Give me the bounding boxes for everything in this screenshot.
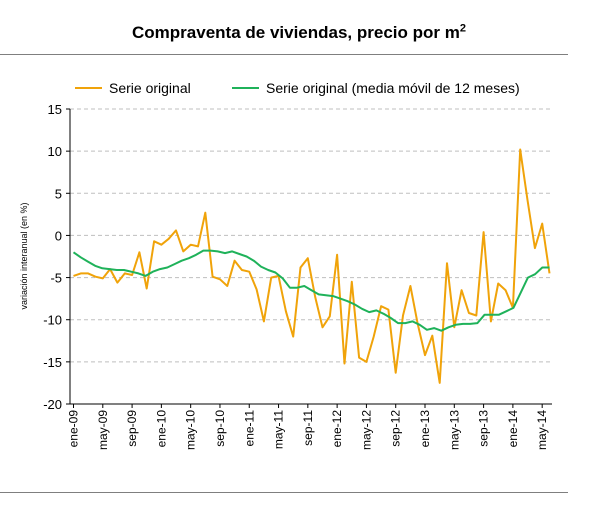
x-tick-label: may-09: [96, 410, 110, 450]
x-tick-label: ene-09: [67, 410, 81, 448]
y-axis-label: variación interanual (en %): [19, 202, 29, 309]
series-line-moving-average: [72, 249, 550, 332]
x-tick-label: may-14: [535, 410, 549, 450]
series-group: [72, 148, 551, 384]
x-tick-label: sep-10: [213, 410, 227, 447]
gridlines: [70, 108, 552, 363]
series-line-original: [73, 148, 551, 384]
chart-title-text: Compraventa de viviendas, precio por m: [132, 22, 460, 42]
y-tick-label: -10: [43, 313, 62, 328]
x-tick-label: ene-10: [154, 410, 168, 448]
chart-title-superscript: 2: [459, 22, 466, 34]
x-tick-label: sep-09: [125, 410, 139, 447]
x-axis: ene-09 may-09 sep-09 ene-10 may-10 sep-10 ene-…: [67, 403, 552, 450]
x-tick-label: ene-11: [242, 410, 256, 447]
x-tick-label: may-11: [272, 410, 286, 449]
y-tick-label: -15: [43, 355, 62, 370]
x-tick-label: may-12: [359, 410, 373, 450]
x-tick-label: sep-11: [301, 410, 315, 446]
x-tick-label: ene-14: [506, 410, 520, 448]
legend-label-original: Serie original: [109, 80, 191, 96]
y-axis: 15 10 5 0 -5 -10 -15 -20: [43, 102, 71, 412]
legend: Serie original Serie original (media móv…: [75, 80, 520, 96]
chart-title: Compraventa de viviendas, precio por m2: [0, 22, 598, 43]
x-tick-label: ene-12: [330, 410, 344, 448]
top-divider: [0, 54, 568, 55]
y-tick-label: -5: [50, 271, 62, 286]
x-tick-label: sep-12: [389, 410, 403, 447]
y-tick-label: -20: [43, 397, 62, 412]
x-tick-label: may-10: [184, 410, 198, 450]
x-tick-label: ene-13: [418, 410, 432, 448]
y-tick-label: 15: [48, 102, 62, 117]
x-tick-label: sep-13: [477, 410, 491, 447]
bottom-divider: [0, 492, 568, 493]
y-tick-label: 10: [48, 144, 62, 159]
y-tick-label: 5: [55, 186, 62, 201]
y-tick-label: 0: [55, 228, 62, 243]
legend-label-moving-average: Serie original (media móvil de 12 meses): [266, 80, 520, 96]
x-tick-label: may-13: [447, 410, 461, 450]
